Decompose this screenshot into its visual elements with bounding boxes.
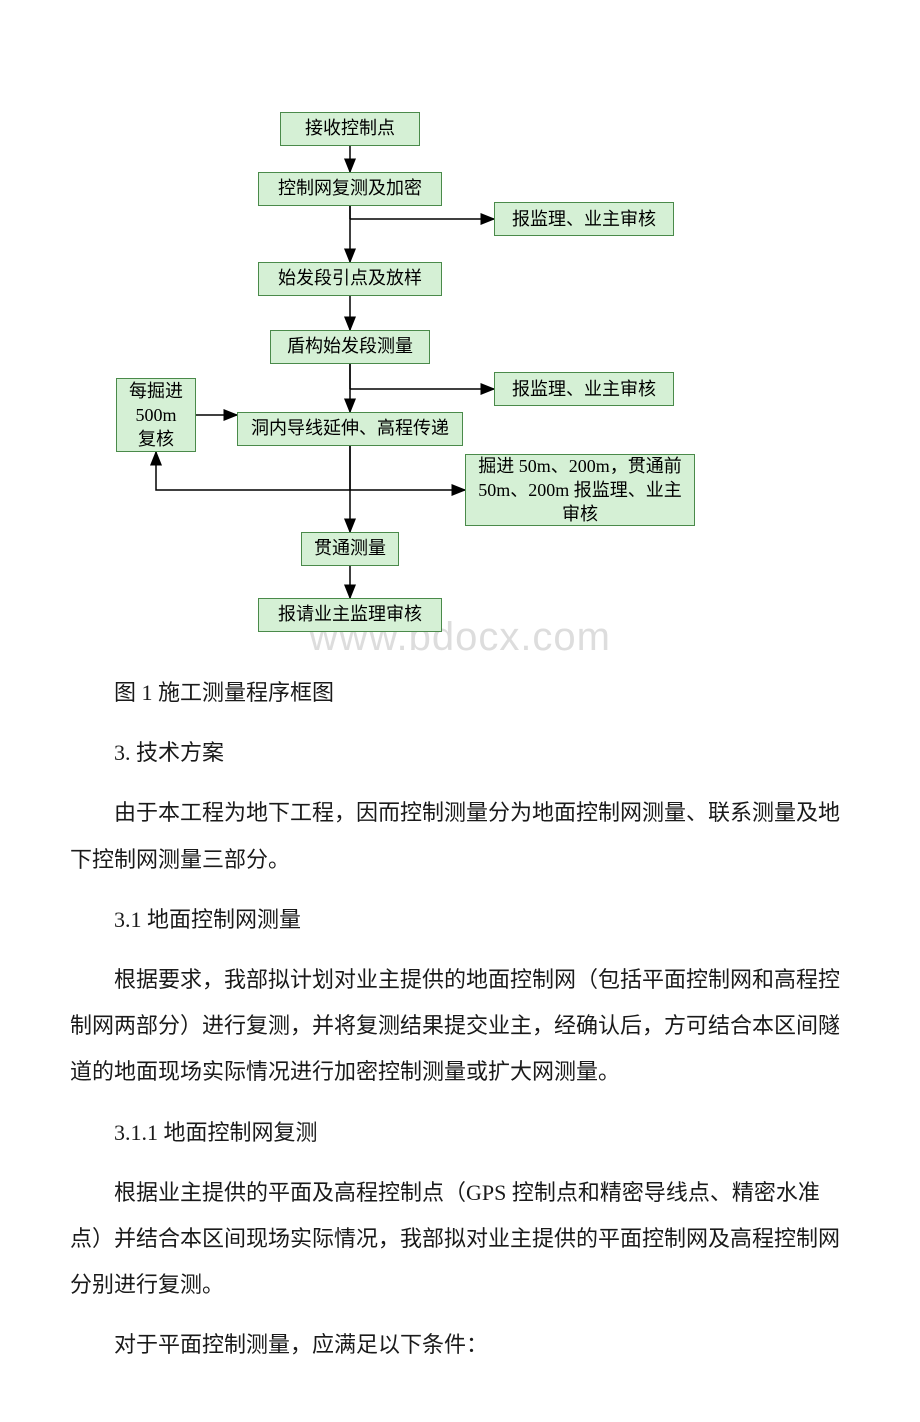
flow-node-s1: 报监理、业主审核 — [494, 202, 674, 236]
paragraph-2: 根据要求，我部拟计划对业主提供的地面控制网（包括平面控制网和高程控制网两部分）进… — [70, 957, 850, 1096]
flow-node-s2: 报监理、业主审核 — [494, 372, 674, 406]
flow-node-n6: 贯通测量 — [301, 532, 399, 566]
document-content: 图 1 施工测量程序框图 3. 技术方案 由于本工程为地下工程，因而控制测量分为… — [0, 640, 920, 1422]
flow-node-n7: 报请业主监理审核 — [258, 598, 442, 632]
flow-node-s3: 掘进 50m、200m，贯通前 50m、200m 报监理、业主 审核 — [465, 454, 695, 526]
flow-node-n5: 洞内导线延伸、高程传递 — [237, 412, 463, 446]
flow-node-left: 每掘进 500m 复核 — [116, 378, 196, 452]
flow-node-n1: 接收控制点 — [280, 112, 420, 146]
flowchart-arrows — [0, 0, 920, 640]
paragraph-1: 由于本工程为地下工程，因而控制测量分为地面控制网测量、联系测量及地下控制网测量三… — [70, 790, 850, 882]
flow-node-n4: 盾构始发段测量 — [270, 330, 430, 364]
section-3-1-title: 3.1 地面控制网测量 — [70, 897, 850, 943]
paragraph-4: 对于平面控制测量，应满足以下条件： — [70, 1322, 850, 1368]
flow-node-n2: 控制网复测及加密 — [258, 172, 442, 206]
figure-caption: 图 1 施工测量程序框图 — [70, 670, 850, 716]
paragraph-3: 根据业主提供的平面及高程控制点（GPS 控制点和精密导线点、精密水准点）并结合本… — [70, 1170, 850, 1309]
section-3-title: 3. 技术方案 — [70, 730, 850, 776]
flowchart-diagram: www.bdocx.com 接收控制点控制网复测及加密始发段引点及放样盾构始发段… — [0, 0, 920, 640]
section-3-1-1-title: 3.1.1 地面控制网复测 — [70, 1110, 850, 1156]
flow-node-n3: 始发段引点及放样 — [258, 262, 442, 296]
